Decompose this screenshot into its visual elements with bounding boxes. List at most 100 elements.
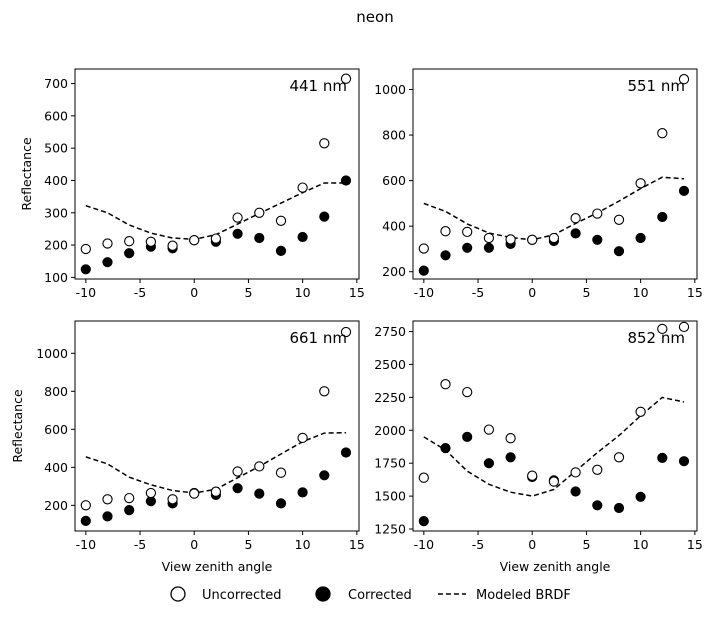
y-tick-label: 1000 bbox=[374, 82, 406, 97]
uncorrected-point bbox=[167, 494, 178, 505]
uncorrected-point bbox=[613, 214, 625, 225]
uncorrected-point bbox=[440, 226, 451, 237]
x-tick-label: -5 bbox=[134, 537, 146, 552]
uncorrected-point bbox=[657, 323, 668, 335]
uncorrected-point bbox=[635, 406, 646, 417]
corrected-point bbox=[80, 515, 91, 527]
x-tick-label: -5 bbox=[134, 285, 146, 300]
y-tick-label: 500 bbox=[44, 141, 68, 156]
legend-corrected-marker bbox=[315, 586, 331, 602]
x-tick-label: 10 bbox=[633, 537, 649, 552]
uncorrected-point bbox=[418, 472, 429, 483]
uncorrected-point bbox=[124, 236, 135, 247]
corrected-point bbox=[80, 264, 91, 275]
panel-wavelength-label: 661 nm bbox=[289, 329, 347, 347]
uncorrected-point bbox=[167, 240, 178, 251]
x-tick-label: 15 bbox=[687, 537, 703, 552]
legend-uncorrected-label: Uncorrected bbox=[202, 588, 282, 603]
x-tick-label: 5 bbox=[582, 537, 590, 552]
uncorrected-point bbox=[527, 234, 538, 245]
uncorrected-point bbox=[548, 476, 560, 487]
y-tick-label: 200 bbox=[44, 498, 68, 513]
x-tick-label: 5 bbox=[582, 285, 590, 300]
corrected-point bbox=[483, 458, 494, 469]
uncorrected-point bbox=[678, 321, 690, 333]
corrected-point bbox=[592, 500, 603, 511]
uncorrected-point bbox=[254, 461, 265, 472]
y-tick-label: 1000 bbox=[36, 346, 68, 361]
corrected-point bbox=[440, 250, 451, 261]
panel-1: -10 -5 0 5 10 15 100 200 300 400 500 600 700 441 nm Re… bbox=[19, 68, 365, 300]
legend-uncorrected-marker bbox=[170, 586, 186, 602]
axes-frame bbox=[74, 68, 360, 280]
uncorrected-point bbox=[102, 494, 113, 505]
x-tick-label: -5 bbox=[472, 537, 484, 552]
uncorrected-point bbox=[275, 215, 287, 226]
uncorrected-point bbox=[592, 464, 603, 475]
legend: Uncorrected Corrected Modeled BRDF bbox=[170, 586, 571, 603]
corrected-point bbox=[232, 483, 243, 494]
y-tick-label: 1250 bbox=[374, 522, 406, 537]
uncorrected-point bbox=[570, 467, 581, 478]
corrected-point bbox=[505, 452, 516, 463]
x-tick-label: 10 bbox=[633, 285, 649, 300]
x-axis-label: View zenith angle bbox=[500, 559, 611, 574]
uncorrected-point bbox=[440, 379, 451, 390]
corrected-point bbox=[440, 443, 451, 454]
panel-wavelength-label: 852 nm bbox=[627, 329, 685, 347]
uncorrected-point bbox=[189, 488, 200, 499]
modeled-brdf-line bbox=[85, 182, 346, 241]
x-axis-label: View zenith angle bbox=[162, 559, 273, 574]
y-tick-label: 2250 bbox=[374, 390, 406, 405]
corrected-point bbox=[102, 257, 113, 268]
uncorrected-point bbox=[124, 492, 135, 504]
x-tick-label: 5 bbox=[244, 537, 252, 552]
corrected-point bbox=[232, 228, 243, 239]
x-tick-label: 10 bbox=[295, 285, 311, 300]
corrected-point bbox=[570, 486, 581, 497]
corrected-point bbox=[275, 245, 287, 256]
corrected-point bbox=[592, 234, 603, 245]
uncorrected-point bbox=[635, 178, 646, 189]
uncorrected-point bbox=[418, 243, 429, 254]
y-tick-label: 200 bbox=[382, 264, 406, 279]
uncorrected-point bbox=[145, 236, 157, 247]
corrected-point bbox=[418, 265, 429, 276]
corrected-point bbox=[635, 232, 646, 244]
y-tick-label: 800 bbox=[382, 128, 406, 143]
uncorrected-point bbox=[505, 234, 516, 245]
uncorrected-point bbox=[145, 487, 157, 499]
x-tick-label: 0 bbox=[190, 285, 198, 300]
modeled-brdf-line bbox=[423, 396, 685, 497]
uncorrected-point bbox=[570, 213, 581, 224]
corrected-point bbox=[635, 491, 646, 502]
y-tick-label: 400 bbox=[382, 219, 406, 234]
uncorrected-point bbox=[657, 128, 668, 139]
corrected-point bbox=[570, 228, 581, 239]
legend-corrected-label: Corrected bbox=[348, 588, 412, 603]
corrected-point bbox=[613, 502, 625, 514]
uncorrected-point bbox=[232, 466, 243, 477]
uncorrected-point bbox=[462, 386, 473, 398]
y-tick-label: 400 bbox=[44, 460, 68, 475]
y-tick-label: 1750 bbox=[374, 456, 406, 471]
uncorrected-point bbox=[189, 235, 200, 246]
y-tick-label: 400 bbox=[44, 173, 68, 188]
corrected-point bbox=[254, 232, 265, 244]
uncorrected-point bbox=[462, 226, 473, 238]
x-tick-label: 0 bbox=[528, 537, 536, 552]
corrected-point bbox=[340, 447, 352, 458]
y-tick-label: 2000 bbox=[374, 423, 406, 438]
x-tick-label: 15 bbox=[349, 537, 365, 552]
x-tick-label: -5 bbox=[472, 285, 484, 300]
corrected-point bbox=[319, 211, 330, 222]
x-tick-label: -10 bbox=[76, 537, 96, 552]
corrected-point bbox=[297, 231, 308, 243]
x-tick-label: 15 bbox=[349, 285, 365, 300]
uncorrected-point bbox=[613, 452, 625, 463]
uncorrected-point bbox=[80, 243, 91, 255]
corrected-point bbox=[678, 456, 690, 467]
y-tick-label: 2500 bbox=[374, 357, 406, 372]
uncorrected-point bbox=[548, 232, 560, 244]
y-tick-label: 800 bbox=[44, 384, 68, 399]
